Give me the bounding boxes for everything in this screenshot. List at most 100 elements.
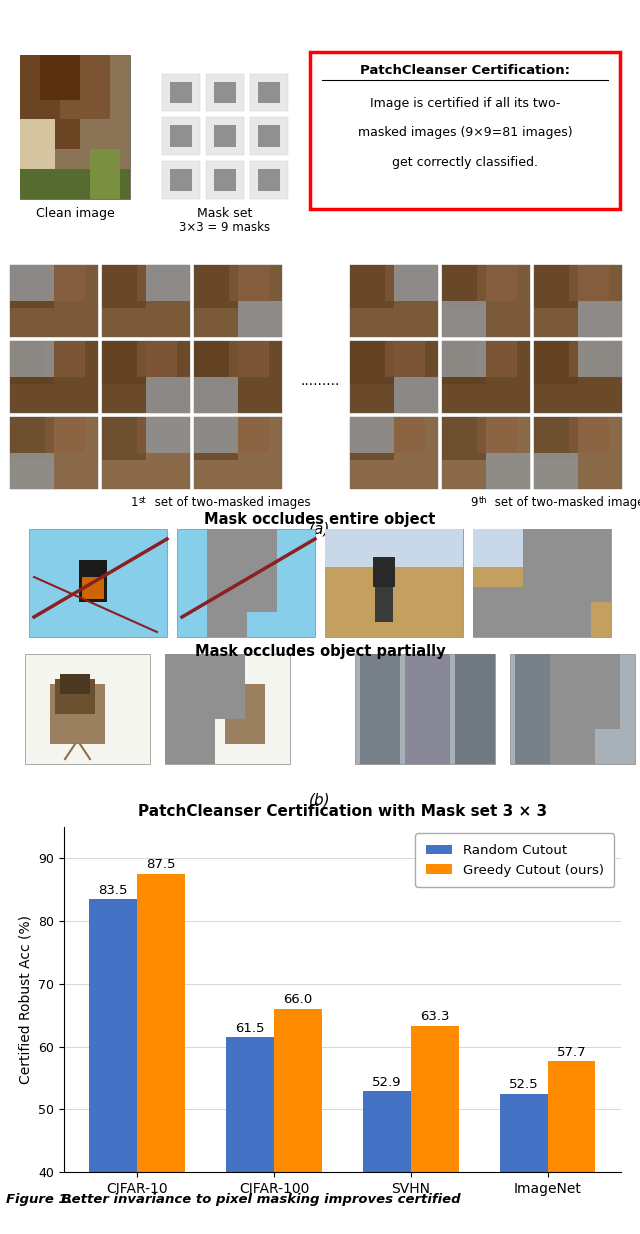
Bar: [477, 417, 517, 453]
Bar: [79, 560, 107, 602]
Bar: [90, 900, 137, 1234]
Text: Figure 1.: Figure 1.: [6, 1193, 73, 1207]
Bar: [550, 719, 595, 764]
Text: set of two-masked images: set of two-masked images: [151, 496, 310, 508]
Bar: [10, 265, 54, 308]
Bar: [350, 341, 438, 413]
Bar: [45, 341, 85, 376]
Bar: [578, 301, 622, 337]
Bar: [477, 265, 517, 301]
Y-axis label: Certified Robust Acc (%): Certified Robust Acc (%): [19, 916, 33, 1083]
Text: 57.7: 57.7: [557, 1045, 586, 1059]
Bar: [534, 265, 578, 308]
Bar: [102, 265, 146, 308]
Bar: [194, 265, 282, 337]
Bar: [194, 417, 238, 460]
Bar: [442, 417, 530, 489]
Bar: [238, 301, 282, 337]
Bar: [10, 341, 54, 376]
Bar: [534, 417, 622, 489]
Bar: [355, 654, 495, 764]
Bar: [442, 301, 486, 337]
Bar: [385, 265, 425, 301]
Text: 9: 9: [470, 496, 478, 508]
Bar: [350, 417, 394, 460]
Legend: Random Cutout, Greedy Cutout (ours): Random Cutout, Greedy Cutout (ours): [415, 833, 614, 887]
Bar: [206, 117, 244, 155]
Bar: [60, 674, 90, 694]
Bar: [534, 265, 622, 337]
Bar: [194, 417, 282, 489]
Bar: [569, 341, 609, 376]
Bar: [442, 341, 486, 384]
Bar: [194, 417, 238, 453]
Bar: [102, 417, 146, 460]
Bar: [102, 265, 190, 337]
Bar: [394, 265, 438, 301]
Bar: [206, 162, 244, 199]
Bar: [250, 117, 288, 155]
Bar: [229, 417, 269, 453]
Bar: [229, 265, 269, 301]
Bar: [411, 1025, 459, 1234]
Bar: [360, 654, 400, 764]
Bar: [146, 376, 190, 413]
Bar: [10, 341, 54, 384]
Text: Mask occludes entire object: Mask occludes entire object: [204, 512, 436, 527]
Text: (a): (a): [309, 522, 331, 537]
Bar: [137, 341, 177, 376]
Bar: [363, 1091, 411, 1234]
Text: Image is certified if all its two-: Image is certified if all its two-: [370, 96, 560, 110]
Text: .........: .........: [300, 374, 340, 387]
Bar: [137, 874, 185, 1234]
Text: 66.0: 66.0: [284, 993, 312, 1007]
Bar: [325, 529, 463, 637]
Bar: [102, 341, 146, 384]
Bar: [523, 529, 611, 602]
Bar: [20, 54, 130, 199]
Text: 1: 1: [131, 496, 138, 508]
Bar: [165, 654, 290, 764]
Bar: [177, 529, 315, 637]
Title: PatchCleanser Certification with Mask set 3 × 3: PatchCleanser Certification with Mask se…: [138, 803, 547, 818]
Bar: [79, 560, 107, 578]
Bar: [25, 654, 150, 764]
Text: 3×3 = 9 masks: 3×3 = 9 masks: [179, 221, 271, 234]
Text: 61.5: 61.5: [236, 1022, 265, 1035]
Text: 52.9: 52.9: [372, 1076, 402, 1088]
Bar: [207, 529, 277, 612]
Text: st: st: [139, 496, 147, 505]
Bar: [250, 74, 288, 111]
Bar: [442, 341, 530, 413]
Bar: [550, 654, 620, 729]
Bar: [229, 341, 269, 376]
Bar: [310, 52, 620, 210]
Bar: [405, 654, 450, 764]
Text: 83.5: 83.5: [99, 884, 128, 897]
Text: get correctly classified.: get correctly classified.: [392, 157, 538, 169]
Bar: [385, 341, 425, 376]
Bar: [50, 684, 105, 744]
Bar: [207, 597, 247, 637]
Bar: [20, 120, 55, 169]
Bar: [214, 81, 236, 104]
Bar: [258, 126, 280, 147]
Bar: [40, 54, 80, 100]
Bar: [225, 684, 265, 744]
Text: PatchCleanser Certification:: PatchCleanser Certification:: [360, 64, 570, 77]
Bar: [473, 529, 611, 566]
Text: set of two-masked images: set of two-masked images: [491, 496, 640, 508]
Bar: [442, 341, 486, 376]
Bar: [578, 341, 622, 376]
Text: Better invariance to pixel masking improves certified: Better invariance to pixel masking impro…: [6, 1193, 461, 1207]
Bar: [206, 74, 244, 111]
Bar: [162, 162, 200, 199]
Bar: [442, 265, 486, 308]
Bar: [194, 376, 238, 413]
Bar: [350, 417, 394, 453]
Bar: [477, 341, 517, 376]
Bar: [375, 566, 393, 622]
Bar: [146, 265, 190, 301]
Bar: [102, 341, 190, 413]
Bar: [165, 705, 215, 764]
